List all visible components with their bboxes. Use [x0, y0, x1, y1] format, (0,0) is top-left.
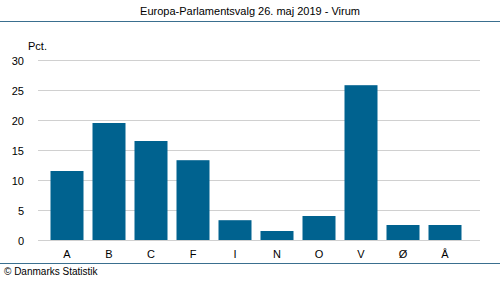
y-tick-label: 30	[12, 55, 24, 67]
bar	[261, 231, 294, 240]
grid-line	[38, 90, 480, 91]
x-tick-label: C	[147, 248, 155, 260]
x-tick-label: N	[273, 248, 281, 260]
bar	[303, 216, 336, 240]
x-tick-label: V	[357, 248, 365, 260]
y-tick-label: 0	[18, 235, 24, 247]
x-tick-label: Ø	[399, 248, 408, 260]
x-tick-label: O	[315, 248, 324, 260]
source: © Danmarks Statistik	[4, 266, 99, 277]
title-rule	[0, 21, 500, 22]
bar	[345, 85, 378, 240]
grid-line	[38, 60, 480, 61]
y-tick-label: 15	[12, 145, 24, 157]
y-tick-label: 20	[12, 115, 24, 127]
chart: Europa-Parlamentsvalg 26. maj 2019 - Vir…	[0, 0, 500, 282]
y-axis-label: Pct.	[28, 40, 47, 52]
bar	[219, 220, 252, 240]
x-tick-label: A	[63, 248, 71, 260]
y-tick-label: 5	[18, 205, 24, 217]
bar	[51, 171, 84, 240]
title: Europa-Parlamentsvalg 26. maj 2019 - Vir…	[140, 5, 360, 17]
y-tick-label: 10	[12, 175, 24, 187]
x-tick-label: Å	[441, 248, 449, 260]
x-tick-label: I	[233, 248, 236, 260]
y-tick-label: 25	[12, 85, 24, 97]
grid-line	[38, 240, 480, 241]
x-tick-label: F	[190, 248, 197, 260]
bars	[51, 85, 462, 240]
bar	[429, 225, 462, 240]
bar	[93, 123, 126, 240]
bar	[177, 160, 210, 240]
x-tick-label: B	[105, 248, 112, 260]
grid-line	[38, 120, 480, 121]
chart-container: Europa-Parlamentsvalg 26. maj 2019 - Vir…	[0, 0, 500, 282]
bar	[387, 225, 420, 240]
bar	[135, 141, 168, 240]
bottom-rule	[0, 263, 500, 264]
